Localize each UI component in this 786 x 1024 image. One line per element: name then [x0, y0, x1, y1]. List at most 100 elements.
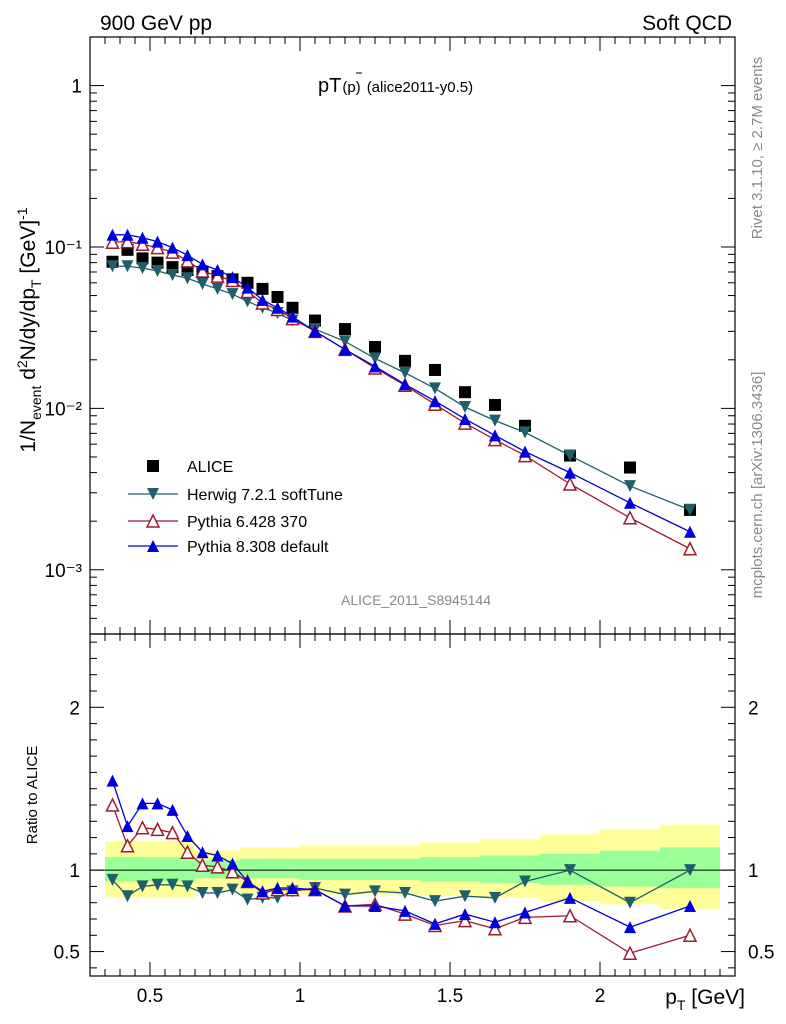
- band-inner-segment: [300, 858, 420, 880]
- ratio-point-1: [684, 864, 696, 877]
- ratio-point-2: [105, 797, 120, 812]
- ratio-point-2: [150, 821, 165, 837]
- ratio-point-2: [165, 825, 180, 840]
- data-point-1: [181, 272, 194, 285]
- ratio-point-1: [399, 886, 411, 899]
- x-tick-label: 2: [595, 986, 606, 1007]
- x-tick-label: 1.5: [437, 986, 463, 1007]
- main-y-tick-label: 10⁻²: [45, 399, 83, 420]
- ratio-point-1: [226, 883, 239, 896]
- main-y-tick-label: 10⁻¹: [45, 238, 83, 259]
- data-point-3: [211, 264, 224, 277]
- data-point-1: [624, 480, 636, 493]
- ratio-point-2: [682, 927, 698, 943]
- ratio-point-1: [241, 893, 254, 906]
- band-inner-segment: [420, 857, 480, 882]
- ratio-point-2: [622, 945, 638, 960]
- ratio-point-2: [457, 912, 473, 928]
- data-point-1: [166, 269, 179, 282]
- data-point-1: [106, 260, 119, 273]
- data-point-3: [256, 293, 269, 306]
- data-point-3: [166, 241, 179, 254]
- ratio-point-2: [135, 820, 150, 835]
- ratio-point-1: [459, 890, 471, 903]
- data-point-3: [309, 325, 321, 338]
- data-point-0: [399, 354, 411, 367]
- axes-ticks: 0.5 1 1.5 2 10⁻³ 10⁻² 10⁻¹ 1 0.5 0.5 1 1 2 2: [45, 36, 774, 1007]
- ratio-point-1: [151, 878, 164, 891]
- data-point-3: [684, 525, 696, 538]
- rivet-info: Rivet 3.1.10, ≥ 2.7M events: [749, 57, 766, 240]
- plot-title-main: pT: [318, 75, 341, 97]
- data-point-2: [195, 263, 210, 278]
- ratio-point-3: [211, 849, 224, 862]
- ratio-point-1: [106, 873, 119, 886]
- data-point-3: [519, 445, 531, 458]
- data-point-1: [241, 295, 254, 308]
- data-point-2: [562, 476, 578, 491]
- ratio-point-1: [429, 895, 441, 908]
- ratio-y-tick-label: 0.5: [54, 943, 80, 964]
- ratio-plot-series: [105, 774, 698, 960]
- x-tick-label: 0.5: [137, 986, 163, 1007]
- ratio-y-tick-label-right: 1: [748, 861, 759, 882]
- band-inner-segment: [105, 857, 195, 882]
- xlabel: pT [GeV]: [665, 986, 745, 1013]
- main-y-tick-label: 1: [71, 77, 82, 98]
- ratio-point-2: [195, 857, 210, 873]
- data-point-3: [151, 235, 164, 248]
- legend-label-3: Pythia 8.308 default: [187, 539, 329, 556]
- data-point-3: [181, 249, 194, 262]
- header-category: Soft QCD: [642, 12, 732, 35]
- data-point-3: [271, 301, 284, 314]
- ratio-point-2: [562, 908, 578, 923]
- ratio-point-1: [136, 880, 149, 893]
- data-point-0: [271, 290, 284, 303]
- data-point-1: [489, 414, 501, 427]
- data-point-1: [684, 503, 696, 516]
- main-ylabel: 1/Nevent d2N/dy/dpT [GeV]-1: [14, 207, 44, 452]
- ratio-y-tick-label: 1: [69, 861, 80, 882]
- ratio-point-3: [624, 921, 636, 934]
- data-point-1: [226, 288, 239, 301]
- data-point-3: [459, 412, 471, 425]
- ratio-point-1: [489, 891, 501, 904]
- ratio-point-1: [166, 878, 179, 891]
- ratio-point-1: [519, 875, 531, 888]
- data-point-1: [211, 282, 224, 295]
- ratio-point-1: [196, 886, 209, 899]
- data-point-3: [286, 310, 299, 323]
- data-point-2: [150, 240, 165, 255]
- ratio-point-3: [459, 908, 471, 921]
- data-point-2: [210, 268, 225, 283]
- plot-title-pbar: (p): [342, 79, 360, 96]
- band-inner-segment: [600, 850, 660, 887]
- data-point-1: [459, 400, 471, 413]
- data-point-3: [339, 343, 351, 356]
- data-point-0: [429, 363, 441, 376]
- legend-marker-1: [147, 488, 159, 500]
- ratio-y-tick-label-right: 0.5: [748, 943, 774, 964]
- ratio-point-3: [241, 875, 254, 888]
- ratio-point-3: [399, 904, 411, 917]
- ratio-point-3: [489, 916, 501, 929]
- data-point-3: [226, 271, 239, 284]
- ratio-point-3: [196, 846, 209, 859]
- data-point-1: [121, 260, 134, 273]
- data-point-1: [519, 426, 531, 439]
- data-point-0: [256, 282, 269, 295]
- ratio-point-2: [120, 838, 135, 853]
- data-point-3: [399, 378, 411, 391]
- data-point-1: [136, 262, 149, 275]
- ratio-point-3: [136, 797, 149, 810]
- ratio-point-3: [181, 829, 194, 842]
- ratio-point-3: [106, 774, 119, 787]
- data-point-0: [286, 301, 299, 314]
- data-point-0: [624, 461, 636, 474]
- data-point-1: [429, 382, 441, 395]
- ratio-point-1: [564, 864, 576, 877]
- ratio-point-3: [256, 885, 269, 898]
- ratio-point-3: [684, 899, 696, 912]
- legend-marker-0: [147, 460, 159, 472]
- ratio-line-3: [111, 780, 691, 928]
